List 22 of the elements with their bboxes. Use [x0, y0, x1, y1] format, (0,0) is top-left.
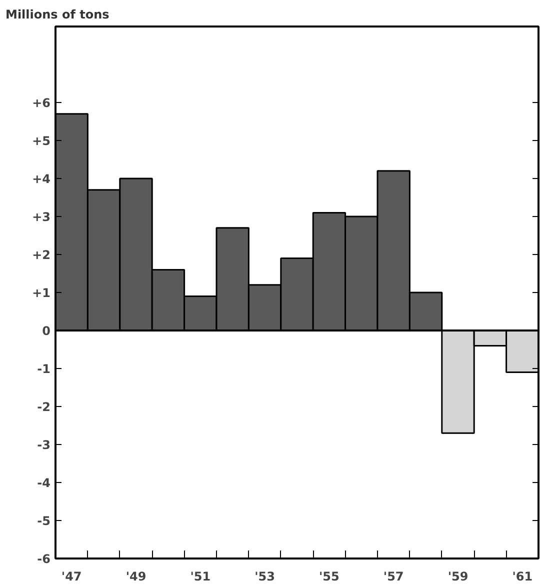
- y-tick-label: -2: [37, 400, 51, 414]
- y-tick-label: -4: [37, 476, 51, 490]
- x-tick-label: '59: [448, 570, 468, 584]
- y-tick-label: -1: [37, 362, 51, 376]
- y-tick-label: 0: [42, 324, 51, 338]
- y-tick-label: +3: [32, 210, 50, 224]
- x-tick-label: '57: [383, 570, 404, 584]
- x-tick-label: '49: [126, 570, 146, 584]
- y-tick-label: -5: [37, 514, 51, 528]
- y-tick-label: +4: [32, 172, 50, 186]
- y-tick-label: +2: [32, 248, 50, 262]
- y-tick-label: -6: [37, 552, 51, 566]
- y-tick-label: +5: [32, 134, 50, 148]
- x-tick-label: '51: [190, 570, 211, 584]
- x-tick-label: '55: [319, 570, 340, 584]
- x-tick-label: '61: [512, 570, 533, 584]
- y-tick-label: +6: [32, 96, 50, 110]
- y-tick-label: -3: [37, 438, 51, 452]
- y-tick-label: +1: [32, 286, 50, 300]
- y-axis-title: Millions of tons: [6, 8, 110, 22]
- x-tick-label: '47: [61, 570, 82, 584]
- x-tick-label: '53: [254, 570, 275, 584]
